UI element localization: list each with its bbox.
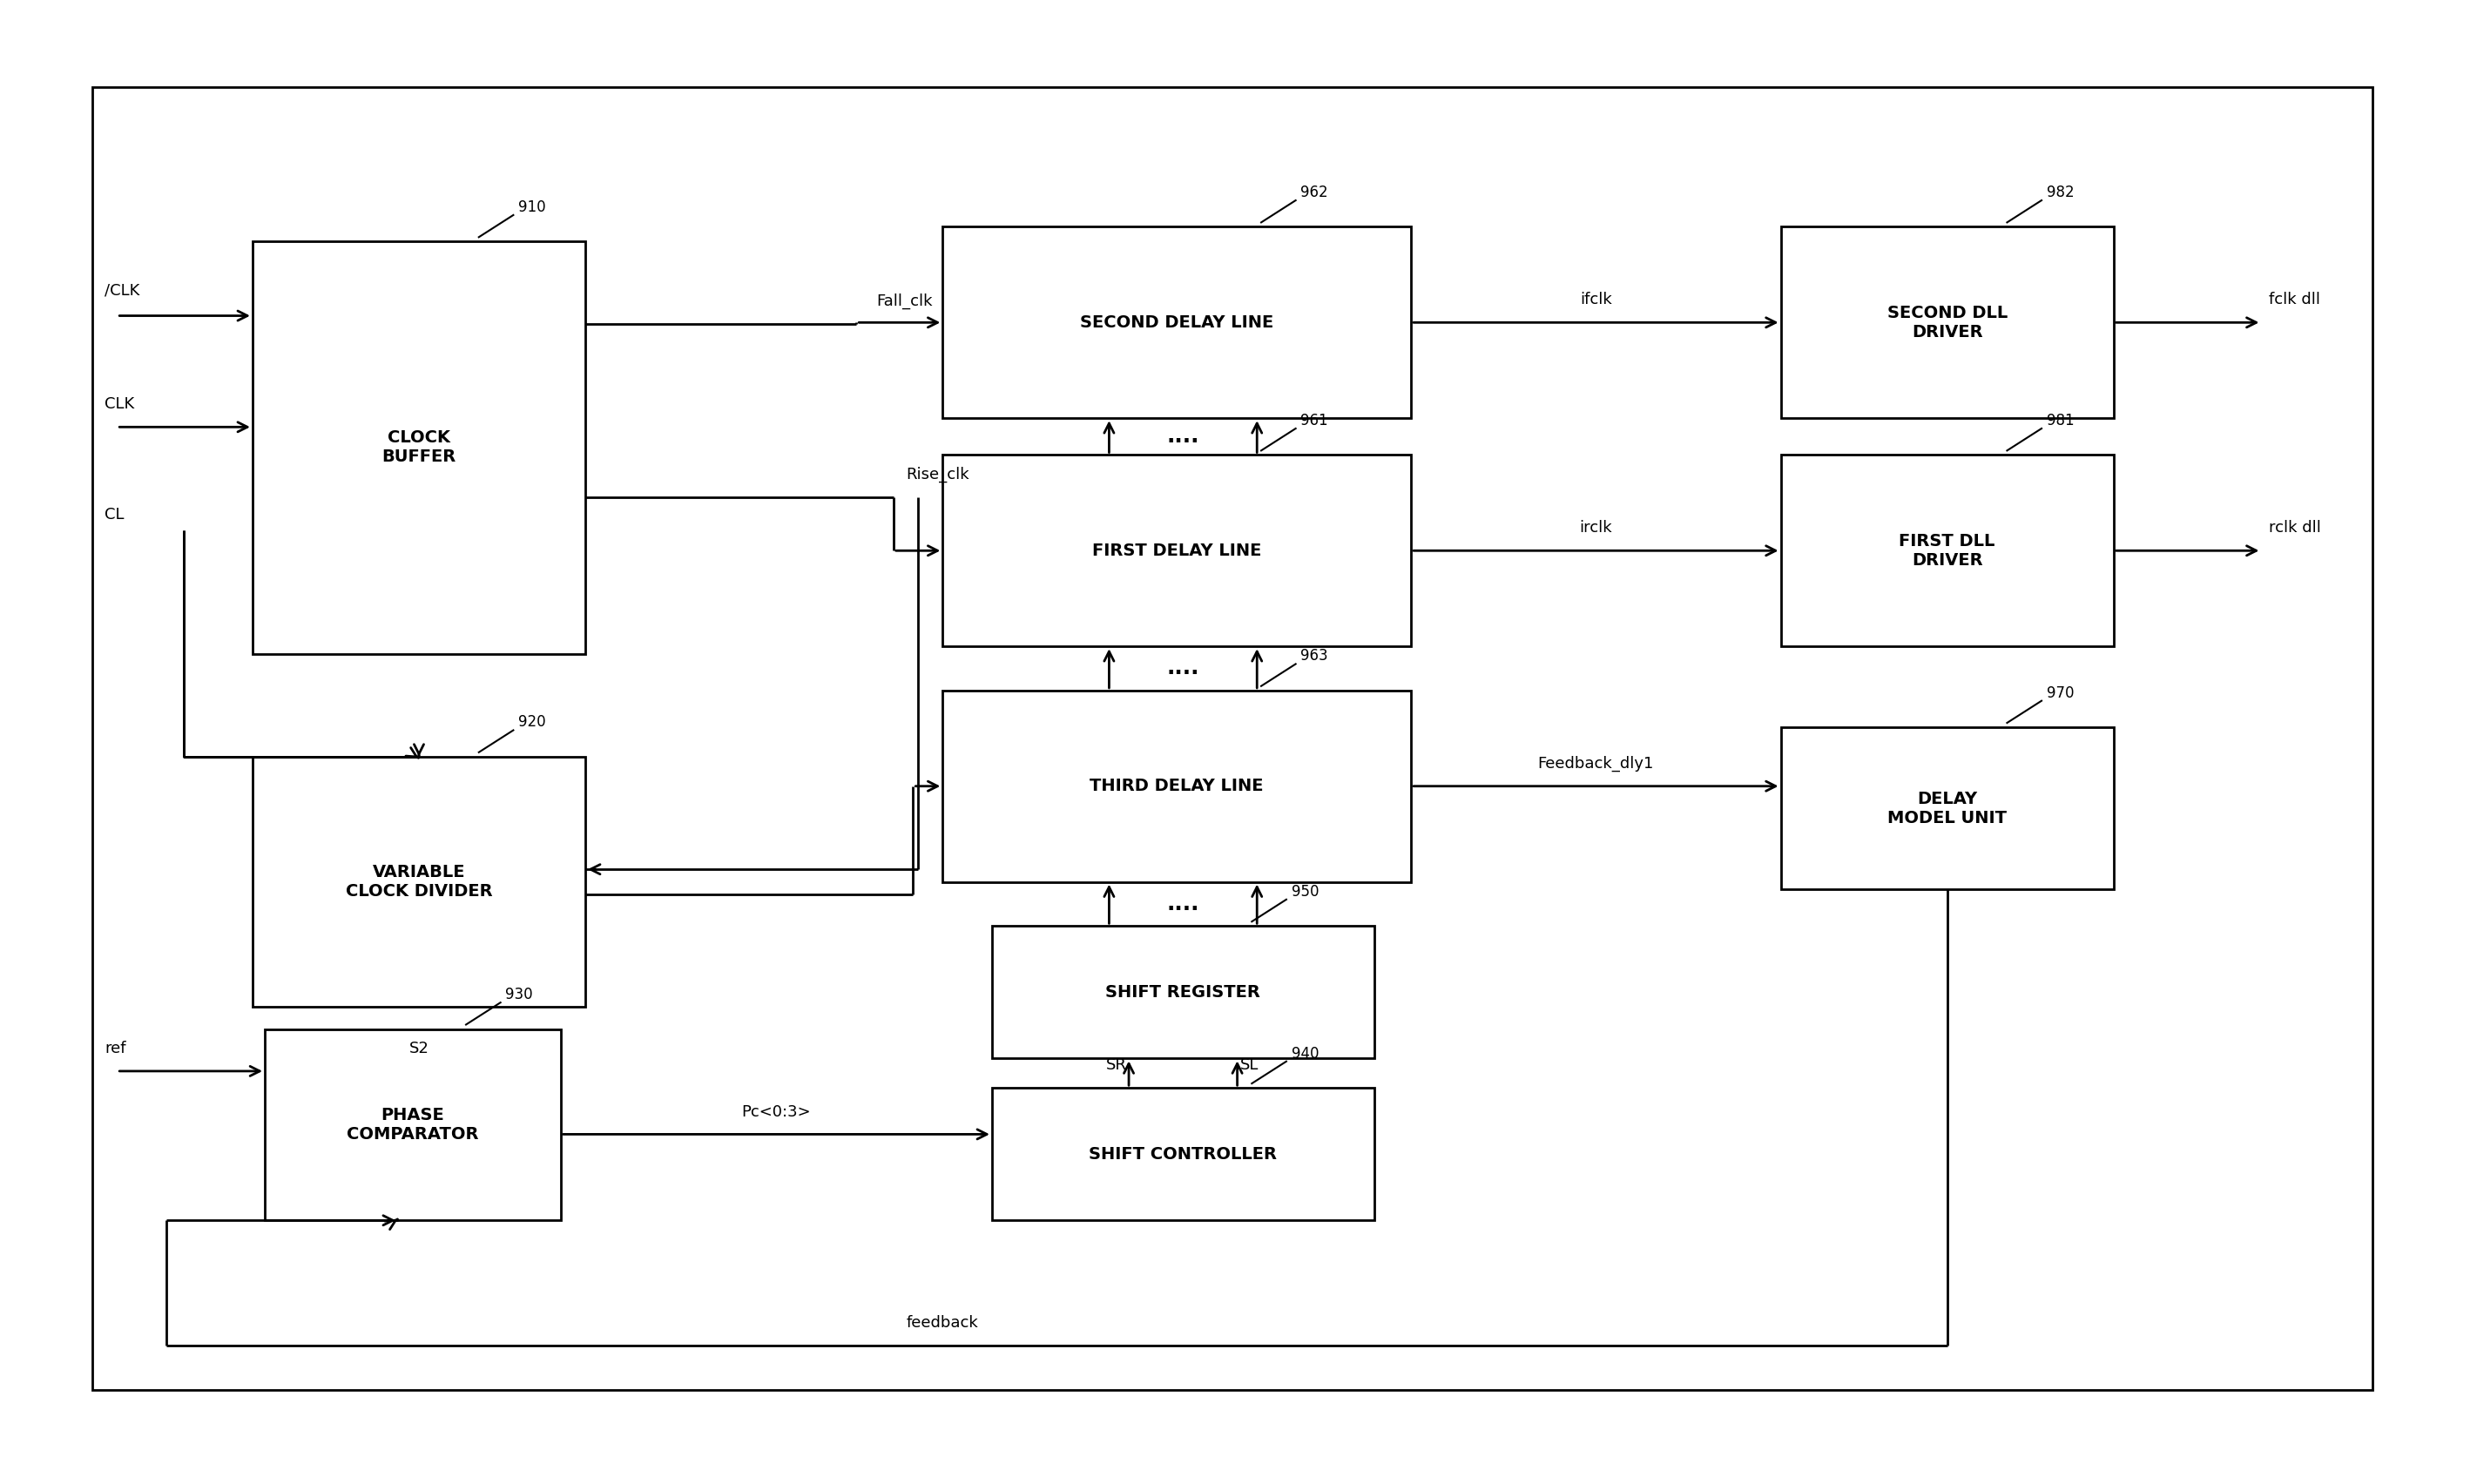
Text: Feedback_dly1: Feedback_dly1 (1538, 755, 1655, 772)
Text: SR: SR (1107, 1058, 1127, 1073)
Text: fclk dll: fclk dll (2269, 292, 2321, 307)
Text: 970: 970 (2046, 686, 2073, 700)
Bar (991, 1088, 1375, 1220)
Bar (92, 88, 2373, 1389)
Text: ....: .... (1167, 657, 1199, 678)
Text: /CLK: /CLK (104, 282, 139, 298)
Text: 950: 950 (1291, 884, 1318, 899)
Text: feedback: feedback (907, 1315, 978, 1331)
Bar (1781, 227, 2113, 418)
Text: ifclk: ifclk (1580, 292, 1613, 307)
Text: Rise_clk: Rise_clk (907, 466, 969, 482)
Bar (253, 242, 585, 653)
Text: CLOCK
BUFFER: CLOCK BUFFER (381, 430, 456, 466)
Text: FIRST DLL
DRIVER: FIRST DLL DRIVER (1900, 533, 1996, 568)
Text: 963: 963 (1300, 649, 1328, 663)
Bar (944, 690, 1412, 881)
Bar (991, 926, 1375, 1058)
Text: SL: SL (1241, 1058, 1258, 1073)
Text: SECOND DLL
DRIVER: SECOND DLL DRIVER (1887, 304, 2006, 340)
Bar (1781, 727, 2113, 889)
Text: PHASE
COMPARATOR: PHASE COMPARATOR (347, 1107, 478, 1143)
Text: CLK: CLK (104, 396, 134, 413)
Text: ....: .... (1167, 893, 1199, 914)
Text: S2: S2 (409, 1040, 429, 1057)
Text: CL: CL (104, 508, 124, 522)
Bar (944, 227, 1412, 418)
Text: 962: 962 (1300, 184, 1328, 200)
Text: 930: 930 (505, 987, 533, 1003)
Text: ....: .... (1167, 426, 1199, 447)
Text: SHIFT REGISTER: SHIFT REGISTER (1105, 984, 1261, 1000)
Text: DELAY
MODEL UNIT: DELAY MODEL UNIT (1887, 791, 2006, 827)
Text: rclk dll: rclk dll (2269, 521, 2321, 536)
Text: VARIABLE
CLOCK DIVIDER: VARIABLE CLOCK DIVIDER (344, 864, 493, 899)
Text: FIRST DELAY LINE: FIRST DELAY LINE (1092, 542, 1261, 559)
Bar (1781, 456, 2113, 647)
Text: SECOND DELAY LINE: SECOND DELAY LINE (1080, 315, 1273, 331)
Text: 982: 982 (2046, 184, 2073, 200)
Text: Pc<0:3>: Pc<0:3> (741, 1104, 810, 1119)
Text: irclk: irclk (1580, 521, 1613, 536)
Text: Fall_clk: Fall_clk (877, 294, 931, 309)
Text: ref: ref (104, 1040, 126, 1057)
Bar (253, 757, 585, 1008)
Bar (944, 456, 1412, 647)
Text: 920: 920 (518, 715, 545, 730)
Text: 961: 961 (1300, 413, 1328, 429)
Text: THIRD DELAY LINE: THIRD DELAY LINE (1090, 778, 1263, 794)
Text: 981: 981 (2046, 413, 2073, 429)
Text: 910: 910 (518, 199, 545, 215)
Text: 940: 940 (1291, 1046, 1318, 1061)
Text: SHIFT CONTROLLER: SHIFT CONTROLLER (1090, 1146, 1278, 1162)
Bar (265, 1028, 560, 1220)
